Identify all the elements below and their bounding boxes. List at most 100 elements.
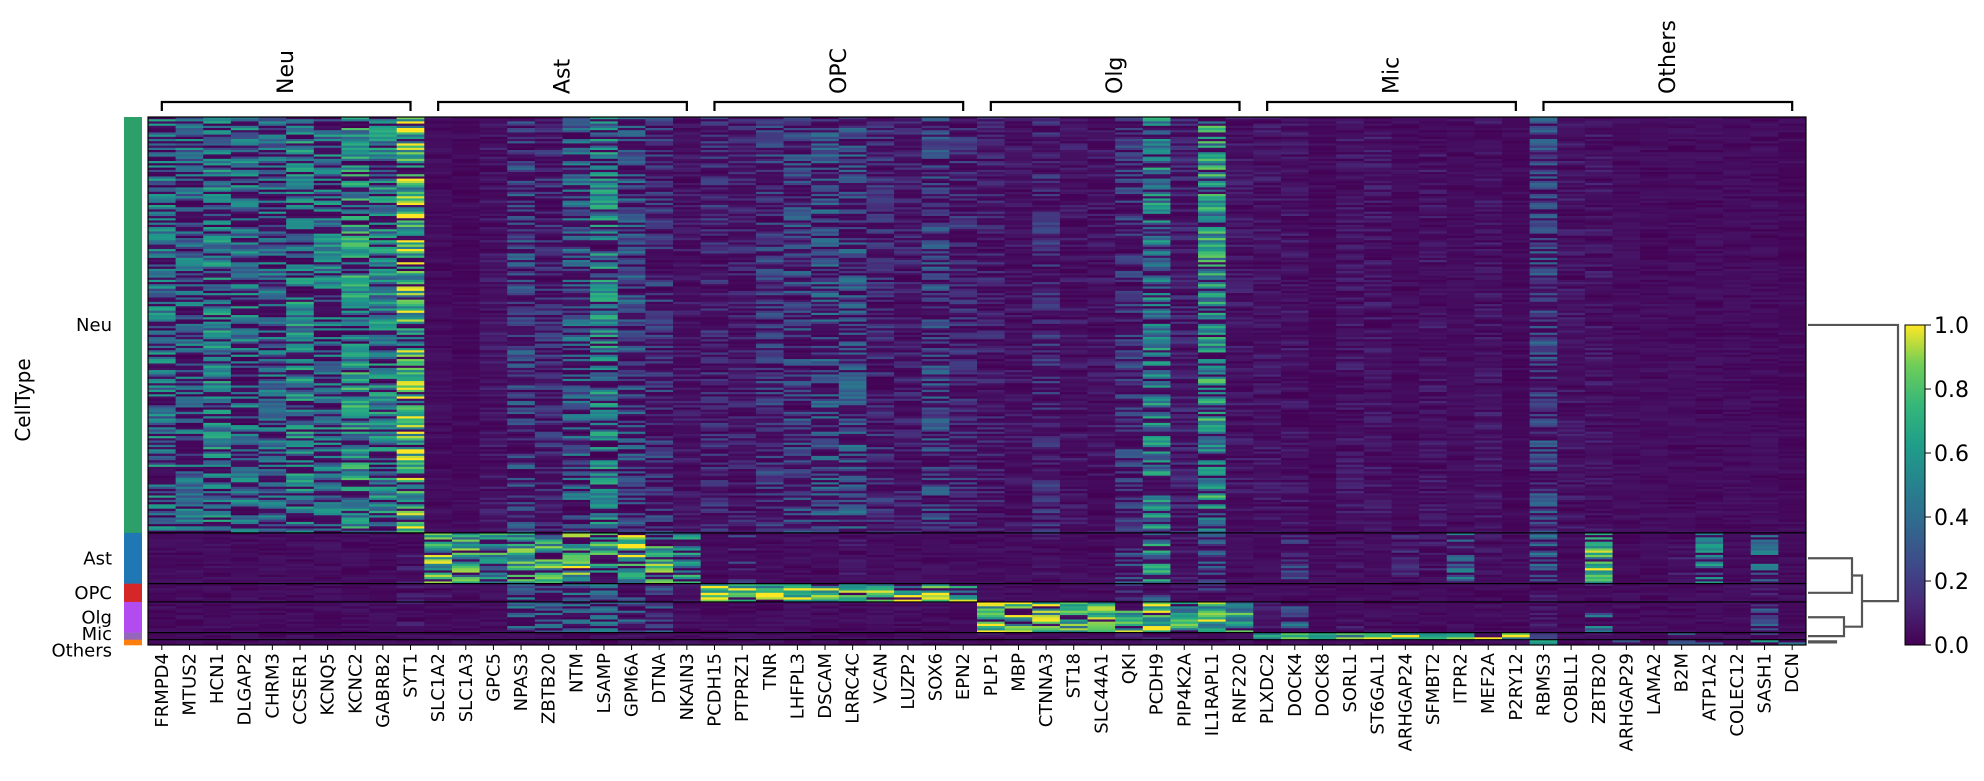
- heatmap-cell: [341, 389, 370, 393]
- heatmap-cell: [313, 497, 342, 501]
- heatmap-cell: [341, 469, 370, 472]
- heatmap-cell: [313, 167, 342, 171]
- heatmap-cell: [313, 332, 342, 336]
- heatmap-cell: [369, 262, 398, 265]
- heatmap-cell: [148, 172, 177, 175]
- heatmap-cell: [534, 224, 563, 228]
- heatmap-cell: [562, 453, 591, 457]
- heatmap-cell: [258, 266, 287, 270]
- heatmap-cell: [534, 209, 563, 213]
- heatmap-cell: [341, 348, 370, 351]
- heatmap-cell: [534, 438, 563, 441]
- heatmap-cell: [369, 458, 398, 461]
- heatmap-cell: [507, 515, 536, 518]
- heatmap-cell: [313, 235, 342, 239]
- heatmap-cell: [451, 517, 480, 521]
- heatmap-cell: [507, 508, 536, 512]
- heatmap-cell: [562, 249, 591, 252]
- heatmap-cell: [230, 178, 259, 182]
- heatmap-cell: [230, 176, 259, 180]
- heatmap-cell: [341, 207, 370, 210]
- heatmap-cell: [396, 253, 425, 257]
- heatmap-cell: [175, 427, 204, 430]
- heatmap-cell: [451, 156, 480, 160]
- heatmap-cell: [424, 348, 453, 351]
- heatmap-cell: [617, 284, 646, 287]
- heatmap-cell: [369, 288, 398, 292]
- heatmap-cell: [313, 411, 342, 415]
- heatmap-cell: [313, 211, 342, 215]
- heatmap-cell: [148, 185, 177, 188]
- heatmap-cell: [811, 284, 840, 287]
- heatmap-cell: [230, 343, 259, 347]
- heatmap-cell: [396, 205, 425, 208]
- heatmap-cell: [424, 528, 453, 532]
- heatmap-cell: [424, 392, 453, 395]
- heatmap-cell: [203, 229, 232, 232]
- heatmap-cell: [534, 317, 563, 320]
- heatmap-cell: [562, 488, 591, 492]
- heatmap-cell: [148, 407, 177, 411]
- heatmap-cell: [424, 268, 453, 272]
- heatmap-cell: [369, 167, 398, 171]
- heatmap-cell: [451, 169, 480, 173]
- heatmap-cell: [230, 286, 259, 290]
- heatmap-cell: [175, 288, 204, 292]
- heatmap-cell: [203, 466, 232, 470]
- heatmap-cell: [230, 180, 259, 184]
- heatmap-cell: [230, 161, 259, 164]
- heatmap-cell: [396, 482, 425, 485]
- heatmap-cell: [313, 418, 342, 422]
- heatmap-cell: [562, 458, 591, 461]
- heatmap-cell: [369, 229, 398, 232]
- heatmap-cell: [313, 420, 342, 424]
- heatmap-cell: [230, 422, 259, 426]
- heatmap-cell: [369, 447, 398, 450]
- heatmap-cell: [562, 365, 591, 369]
- heatmap-cell: [341, 222, 370, 226]
- heatmap-cell: [148, 381, 177, 384]
- heatmap-cell: [286, 220, 315, 224]
- heatmap-cell: [451, 491, 480, 494]
- heatmap-cell: [175, 365, 204, 369]
- heatmap-cell: [286, 484, 315, 488]
- heatmap-cell: [175, 374, 204, 378]
- heatmap-cell: [175, 418, 204, 422]
- heatmap-cell: [258, 255, 287, 259]
- heatmap-cell: [396, 299, 425, 303]
- heatmap-cell: [230, 222, 259, 226]
- heatmap-cell: [203, 354, 232, 358]
- heatmap-cell: [341, 121, 370, 124]
- heatmap-cell: [369, 238, 398, 241]
- heatmap-cell: [451, 306, 480, 309]
- heatmap-cell: [230, 433, 259, 437]
- heatmap-cell: [313, 381, 342, 384]
- heatmap-cell: [479, 341, 508, 345]
- heatmap-cell: [341, 427, 370, 430]
- heatmap-cell: [451, 354, 480, 358]
- heatmap-cell: [313, 471, 342, 474]
- heatmap-cell: [479, 180, 508, 184]
- heatmap-cell: [562, 376, 591, 380]
- heatmap-cell: [286, 200, 315, 204]
- heatmap-cell: [590, 414, 619, 417]
- heatmap-cell: [479, 436, 508, 439]
- heatmap-cell: [148, 128, 177, 131]
- heatmap-cell: [562, 484, 591, 488]
- heatmap-cell: [148, 202, 177, 206]
- heatmap-cell: [369, 345, 398, 349]
- heatmap-cell: [148, 517, 177, 521]
- heatmap-cell: [424, 477, 453, 481]
- heatmap-cell: [534, 128, 563, 131]
- heatmap-cell: [534, 334, 563, 338]
- heatmap-cell: [286, 385, 315, 389]
- heatmap-cell: [396, 277, 425, 281]
- heatmap-cell: [341, 211, 370, 215]
- heatmap-cell: [479, 260, 508, 263]
- heatmap-cell: [313, 515, 342, 518]
- heatmap-cell: [534, 497, 563, 501]
- heatmap-cell: [424, 240, 453, 243]
- heatmap-cell: [479, 433, 508, 437]
- heatmap-cell: [507, 418, 536, 422]
- heatmap-cell: [286, 370, 315, 373]
